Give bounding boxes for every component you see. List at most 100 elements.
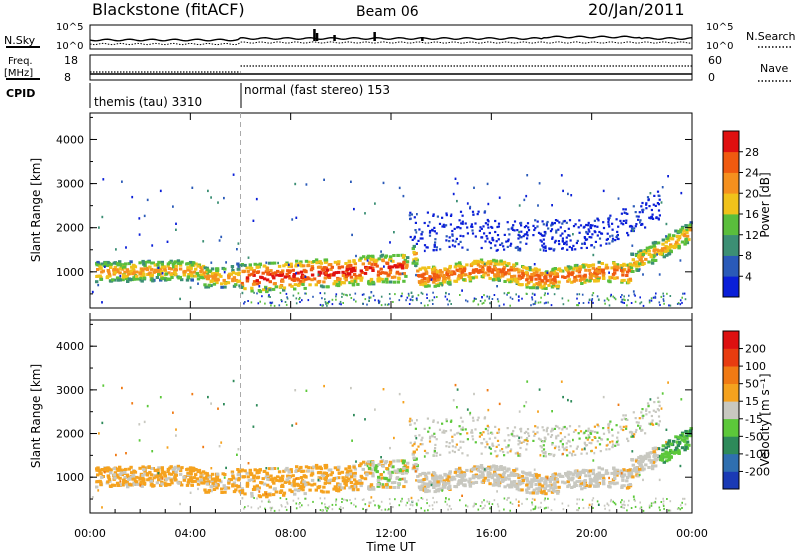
power-cell: [430, 268, 435, 272]
velocity-cell: [649, 398, 652, 401]
power-cell: [582, 265, 586, 269]
velocity-cell: [189, 491, 192, 494]
power-cell: [420, 291, 423, 294]
velocity-cell: [236, 468, 240, 471]
power-cell: [644, 226, 647, 229]
velocity-cell: [433, 451, 436, 454]
power-cell: [378, 272, 383, 275]
power-cell: [312, 260, 316, 263]
velocity-cell: [448, 445, 451, 448]
power-cell: [525, 283, 529, 287]
power-cell: [471, 269, 476, 273]
velocity-cell: [658, 478, 661, 482]
power-cell: [444, 295, 447, 298]
power-cell: [585, 230, 588, 234]
velocity-cell: [676, 508, 679, 510]
velocity-cell: [565, 449, 568, 452]
velocity-cell: [578, 437, 581, 440]
power-cell: [417, 294, 420, 297]
power-cell: [442, 277, 447, 280]
power-cell: [652, 249, 656, 253]
velocity-cell: [244, 506, 246, 509]
power-cell: [207, 283, 211, 287]
colorbar-band: [723, 172, 739, 194]
power-cell: [366, 259, 369, 262]
velocity-cell: [499, 449, 502, 452]
velocity-cell: [157, 466, 161, 470]
power-cell: [648, 301, 651, 304]
velocity-cell: [607, 426, 610, 429]
power-cell: [473, 297, 476, 300]
power-cell: [191, 186, 194, 189]
velocity-cell: [515, 498, 517, 501]
power-cell: [663, 250, 668, 253]
power-cell: [411, 238, 414, 241]
velocity-cell: [412, 450, 416, 454]
velocity-cell: [126, 475, 130, 479]
power-cell: [409, 235, 412, 239]
power-cell: [488, 276, 492, 280]
velocity-cell: [683, 439, 687, 443]
power-cell: [162, 265, 166, 269]
power-cell: [561, 269, 565, 273]
power-cell: [250, 301, 253, 304]
velocity-cell: [234, 488, 238, 492]
x-tick-label: 16:00: [475, 527, 507, 540]
velocity-cell: [617, 403, 620, 406]
power-cell: [169, 273, 173, 277]
velocity-cell: [657, 423, 660, 426]
power-cell: [488, 231, 491, 235]
power-cell: [416, 299, 418, 302]
velocity-cell: [410, 419, 413, 422]
power-cell: [447, 276, 451, 280]
velocity-cell: [593, 484, 597, 488]
power-cell: [531, 286, 535, 290]
power-cell: [284, 263, 288, 266]
power-cell: [119, 274, 122, 278]
velocity-cell: [124, 467, 128, 471]
power-cell: [520, 276, 524, 279]
velocity-cell: [518, 440, 521, 443]
power-cell: [587, 301, 590, 304]
velocity-cell: [267, 500, 270, 503]
velocity-cell: [459, 499, 461, 502]
velocity-cell: [572, 485, 576, 488]
power-cell: [657, 217, 660, 220]
velocity-cell: [596, 500, 599, 503]
power-cell: [147, 260, 151, 264]
velocity-cell: [652, 454, 656, 458]
velocity-cell: [655, 454, 659, 458]
power-cell: [667, 233, 672, 237]
power-cell: [665, 246, 669, 250]
power-cell: [166, 264, 170, 268]
power-cell: [461, 246, 464, 249]
velocity-cell: [456, 482, 460, 486]
velocity-cell: [423, 509, 426, 512]
colorbar-tick-label: 15: [745, 395, 759, 408]
velocity-cell: [414, 462, 418, 466]
power-cell: [482, 263, 486, 267]
power-cell: [330, 265, 334, 269]
power-cell: [585, 238, 589, 241]
power-cell: [278, 273, 282, 277]
power-cell: [304, 277, 308, 281]
power-cell: [602, 277, 606, 280]
power-cell: [684, 224, 688, 228]
velocity-cell: [645, 409, 648, 412]
power-cell: [528, 266, 532, 270]
velocity-cell: [478, 465, 482, 469]
velocity-cell: [590, 449, 593, 452]
velocity-cell: [321, 502, 323, 505]
velocity-cell: [324, 503, 326, 506]
velocity-cell: [462, 471, 466, 475]
power-cell: [218, 239, 221, 242]
power-cell: [630, 252, 634, 256]
power-cell: [362, 302, 364, 305]
nsky-trace: [89, 35, 693, 42]
velocity-cell: [590, 442, 593, 445]
velocity-cell: [580, 452, 583, 455]
velocity-cell: [296, 477, 300, 480]
power-cell: [158, 268, 163, 272]
power-cell: [414, 221, 417, 224]
power-cell: [271, 272, 275, 276]
